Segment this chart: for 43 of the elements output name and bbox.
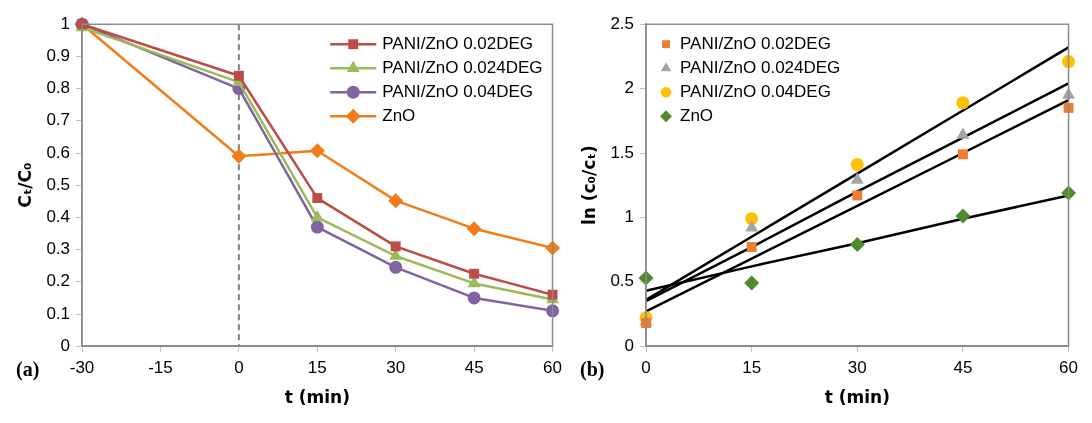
x-tick-label: -15 — [148, 358, 173, 378]
x-axis-title: t (min) — [824, 387, 890, 408]
y-axis-title: Cₜ/C₀ — [14, 162, 35, 208]
y-tick-label: 0.9 — [46, 46, 71, 66]
x-tick-label: 60 — [1059, 358, 1079, 378]
legend-label: PANI/ZnO 0.024DEG — [382, 57, 543, 77]
text: (a) — [15, 357, 41, 382]
y-axis-title: ln (c₀/cₜ) — [578, 145, 599, 226]
y-tick-label: 0.8 — [46, 78, 71, 98]
x-axis-title: t (min) — [284, 387, 350, 408]
x-tick-label: 0 — [234, 358, 244, 378]
legend-label: ZnO — [680, 105, 714, 125]
y-tick-label: 1.5 — [610, 142, 635, 162]
y-tick-label: 0.3 — [46, 239, 71, 259]
y-tick-label: 1 — [60, 13, 71, 33]
y-tick-label: 0.2 — [46, 271, 71, 291]
x-tick-label: 15 — [742, 358, 762, 378]
y-tick-label: 0.1 — [46, 303, 71, 323]
y-tick-label: 0.6 — [46, 142, 71, 162]
x-tick-label: 45 — [464, 358, 484, 378]
y-tick-label: 0.7 — [46, 110, 71, 130]
y-tick-label: 1 — [624, 207, 635, 227]
x-tick-label: 30 — [847, 358, 867, 378]
x-tick-label: -30 — [69, 358, 95, 378]
legend-label: PANI/ZnO 0.04DEG — [680, 81, 831, 101]
x-tick-label: 60 — [543, 358, 563, 378]
legend-label: ZnO — [382, 105, 416, 125]
y-tick-label: 2.5 — [610, 13, 635, 33]
x-tick-label: 0 — [641, 358, 651, 378]
y-tick-label: 0.5 — [610, 271, 635, 291]
legend-label: PANI/ZnO 0.02DEG — [382, 33, 534, 53]
x-tick-label: 30 — [386, 358, 406, 378]
legend-label: PANI/ZnO 0.02DEG — [680, 33, 831, 53]
y-tick-label: 0.4 — [46, 207, 71, 227]
x-tick-label: 45 — [953, 358, 973, 378]
x-tick-label: 15 — [307, 358, 327, 378]
y-tick-label: 2 — [624, 78, 635, 98]
y-tick-label: 0.5 — [46, 174, 71, 194]
legend-label: PANI/ZnO 0.024DEG — [680, 57, 841, 77]
y-tick-label: 0 — [60, 335, 71, 355]
y-tick-label: 0 — [624, 335, 635, 355]
text: (b) — [579, 357, 606, 382]
legend-label: PANI/ZnO 0.04DEG — [382, 81, 534, 101]
